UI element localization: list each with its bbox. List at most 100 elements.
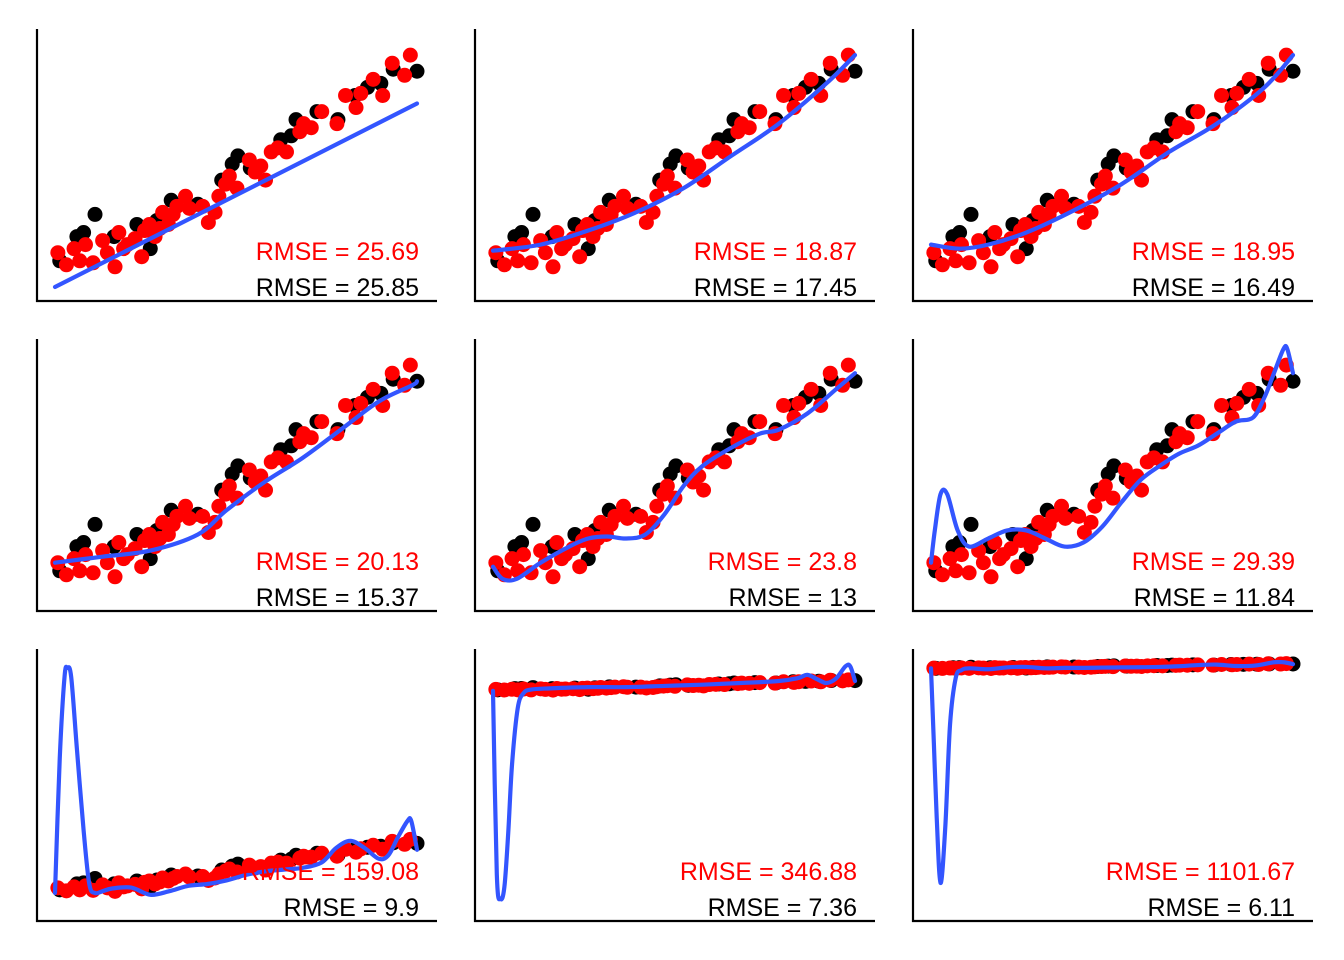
train-point [1106,148,1122,164]
test-point [776,397,792,413]
train-point [963,516,979,532]
test-point [791,85,807,101]
test-point [169,198,185,214]
rmse-test-label: RMSE = 346.88 [680,858,857,886]
test-point [178,498,194,514]
test-point [95,233,111,249]
test-point [1117,152,1133,168]
test-point [181,869,197,885]
test-point [840,357,856,373]
test-point [278,855,294,871]
test-point [822,365,838,381]
test-point [384,55,400,71]
test-point [504,551,520,567]
test-point [1045,198,1061,214]
test-point [510,253,526,269]
test-point [619,510,635,526]
test-point [488,245,504,261]
test-point [659,168,675,184]
test-point [1057,510,1073,526]
test-point [314,414,330,430]
test-point [169,508,185,524]
test-point [107,569,123,585]
test-point [948,253,964,269]
fit-curve [928,343,1296,565]
train-point [87,206,103,222]
test-point [178,188,194,204]
test-point [1045,508,1061,524]
test-point [948,563,964,579]
test-point [1097,478,1113,494]
train-point [87,516,103,532]
train-point [76,535,92,551]
test-point [1010,249,1026,265]
test-point [983,259,999,275]
test-point [633,508,649,524]
test-point [776,87,792,103]
test-point [934,567,950,583]
test-point [649,498,665,514]
test-point [607,508,623,524]
test-point [338,397,354,413]
train-point [525,516,541,532]
test-point [961,565,977,581]
test-point [402,47,418,63]
test-point [402,357,418,373]
fit-curve [928,659,1296,886]
rmse-test-label: RMSE = 23.8 [708,548,857,576]
test-point [1229,85,1245,101]
panel-r2c3: RMSE = 29.39 RMSE = 11.84 [911,339,1313,613]
test-point [1105,490,1121,506]
fit-curve [490,662,858,902]
test-point [545,259,561,275]
test-point [1054,498,1070,514]
rmse-test-label: RMSE = 18.87 [694,238,857,266]
rmse-train-label: RMSE = 9.9 [284,894,419,922]
test-point [99,555,115,571]
test-point [752,104,768,120]
test-point [181,200,197,216]
test-point [134,249,150,265]
test-point [303,430,319,446]
train-point [668,148,684,164]
test-point [659,478,675,494]
test-point [619,200,635,216]
test-point [926,555,942,571]
test-point [496,257,512,273]
test-point [77,237,93,253]
test-point [107,259,123,275]
test-point [752,414,768,430]
test-point [58,257,74,273]
test-point [1083,514,1099,530]
test-point [803,71,819,87]
panel-r3c3: RMSE = 1101.67 RMSE = 6.11 [911,649,1313,923]
test-point [241,152,257,168]
train-point [1285,63,1301,79]
test-point [523,255,539,271]
fit-curve [52,664,420,897]
fit-curve [52,101,420,290]
test-point [1190,414,1206,430]
panel-r1c2: RMSE = 18.87 RMSE = 17.45 [473,29,875,303]
rmse-test-label: RMSE = 159.08 [242,858,419,886]
train-point [230,148,246,164]
test-point [1117,462,1133,478]
test-point [1260,55,1276,71]
test-point [384,365,400,381]
test-point [58,567,74,583]
test-point [1214,397,1230,413]
test-point [181,510,197,526]
test-point [50,245,66,261]
test-point [549,535,565,551]
test-point [533,543,549,559]
panel-r1c3: RMSE = 18.95 RMSE = 16.49 [911,29,1313,303]
test-point [365,381,381,397]
test-point [679,152,695,168]
test-point [348,100,364,116]
test-point [616,188,632,204]
test-point [365,71,381,87]
test-point [314,104,330,120]
test-point [961,255,977,271]
fit-curve [52,379,420,565]
